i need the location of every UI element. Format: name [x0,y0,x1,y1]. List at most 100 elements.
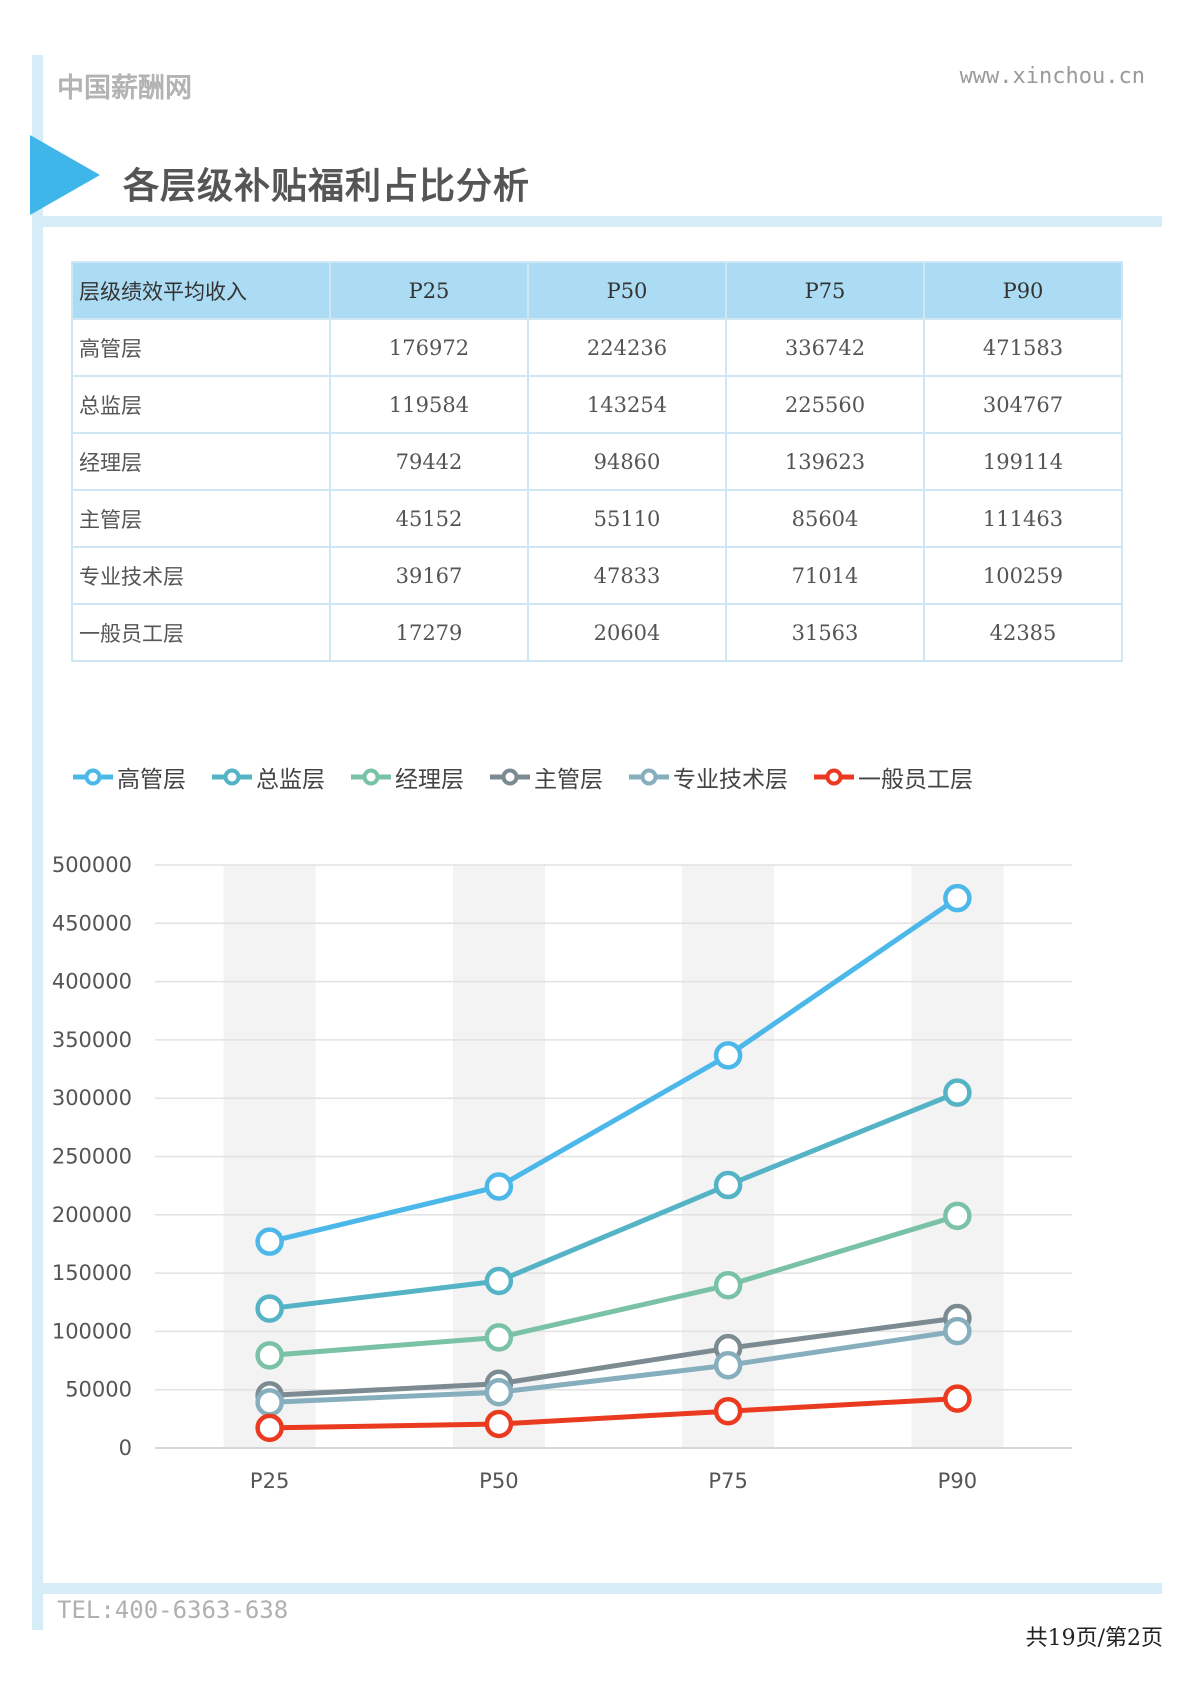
data-point [255,1227,284,1256]
data-point [255,1341,284,1370]
legend-line-marker-icon [490,768,530,786]
header-divider [32,216,1162,227]
table-row: 高管层 176972 224236 336742 471583 [71,318,1123,377]
table-cell: 119584 [329,375,529,434]
legend-label: 主管层 [534,767,603,793]
y-tick-label: 300000 [52,1086,132,1110]
data-point [713,1270,743,1300]
data-point [255,1388,284,1417]
title-triangle-icon [30,135,100,215]
table-cell: 224236 [527,318,727,377]
footer-divider [32,1583,1162,1594]
y-tick-label: 250000 [52,1145,132,1169]
table-cell: 31563 [725,603,925,662]
table-header-cell: 层级绩效平均收入 [71,261,331,320]
table-header-cell: P75 [725,261,925,320]
legend-item: 专业技术层 [627,760,788,794]
series-line [269,1328,958,1405]
data-point [713,1041,743,1070]
table-cell: 94860 [527,432,727,491]
table-header-row: 层级绩效平均收入 P25 P50 P75 P90 [71,261,1123,320]
data-point [484,1266,514,1296]
legend-line-marker-icon [73,768,113,786]
legend-label: 专业技术层 [673,767,788,793]
legend-label: 经理层 [395,767,464,793]
y-tick-label: 0 [119,1436,132,1460]
row-label: 主管层 [71,489,331,548]
series-line [269,896,959,1245]
line-chart: 5000004500004000003500003000002500002000… [52,853,1072,1493]
table-cell: 139623 [725,432,925,491]
page-title: 各层级补贴福利占比分析 [123,166,531,207]
series-line [269,1090,959,1312]
table-row: 主管层 45152 55110 85604 111463 [71,489,1123,548]
table-cell: 143254 [527,375,727,434]
table-header-cell: P50 [527,261,727,320]
data-point [255,1294,284,1323]
table-cell: 45152 [329,489,529,548]
table-cell: 304767 [923,375,1123,434]
x-tick-label: P50 [479,1469,518,1493]
legend-label: 一般员工层 [858,767,973,793]
table-cell: 79442 [329,432,529,491]
legend-item: 高管层 [71,760,186,794]
data-point [713,1396,743,1426]
table-cell: 199114 [923,432,1123,491]
table-row: 专业技术层 39167 47833 71014 100259 [71,546,1123,605]
brand-name: 中国薪酬网 [57,73,192,104]
legend-label: 高管层 [117,767,186,793]
table-cell: 42385 [923,603,1123,662]
y-tick-label: 100000 [52,1319,132,1343]
data-point [713,1350,743,1380]
table-cell: 20604 [527,603,727,662]
table-cell: 471583 [923,318,1123,377]
page-counter: 共19页/第2页 [1025,1626,1163,1651]
row-label: 一般员工层 [71,603,331,662]
y-tick-label: 150000 [52,1261,132,1285]
series-line [269,1396,958,1431]
table-cell: 176972 [329,318,529,377]
legend-item: 一般员工层 [812,760,973,794]
income-table: 层级绩效平均收入 P25 P50 P75 P90 高管层 176972 2242… [71,261,1123,662]
site-url: www.xinchou.cn [959,64,1145,89]
table-cell: 55110 [527,489,727,548]
data-point [943,1316,972,1346]
y-tick-label: 200000 [52,1203,132,1227]
table-cell: 225560 [725,375,925,434]
series-line [269,1315,958,1398]
legend-line-marker-icon [814,768,854,786]
data-point [255,1413,284,1443]
row-label: 专业技术层 [71,546,331,605]
x-tick-label: P75 [708,1469,747,1493]
legend-item: 经理层 [349,760,464,794]
data-point [484,1377,514,1407]
y-tick-label: 500000 [52,853,132,877]
legend-line-marker-icon [629,768,669,786]
y-tick-label: 50000 [65,1378,132,1402]
legend-label: 总监层 [256,767,325,793]
data-point [943,1201,972,1231]
y-tick-label: 450000 [52,911,132,935]
table-cell: 100259 [923,546,1123,605]
table-row: 总监层 119584 143254 225560 304767 [71,375,1123,434]
table-cell: 336742 [725,318,925,377]
table-cell: 111463 [923,489,1123,548]
table-row: 一般员工层 17279 20604 31563 42385 [71,603,1123,662]
table-header-cell: P25 [329,261,529,320]
series-line [269,1213,959,1358]
table-cell: 85604 [725,489,925,548]
data-point [943,1078,972,1107]
table-cell: 47833 [527,546,727,605]
data-point [484,1323,514,1352]
legend-line-marker-icon [212,768,252,786]
legend-line-marker-icon [351,768,391,786]
row-label: 高管层 [71,318,331,377]
legend-item: 主管层 [488,760,603,794]
x-tick-label: P25 [250,1469,289,1493]
table-cell: 71014 [725,546,925,605]
data-point [484,1409,514,1439]
y-tick-label: 350000 [52,1028,132,1052]
table-cell: 39167 [329,546,529,605]
legend-item: 总监层 [210,760,325,794]
data-point [713,1170,743,1200]
